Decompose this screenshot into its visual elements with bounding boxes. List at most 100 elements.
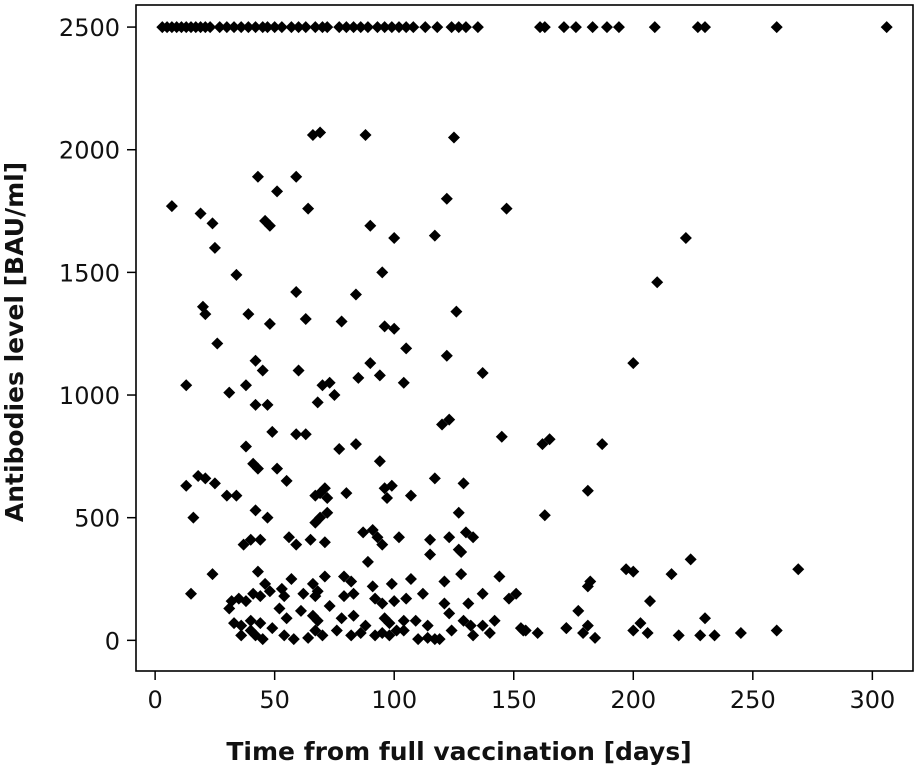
data-point xyxy=(627,565,640,578)
data-point xyxy=(407,21,420,34)
data-point xyxy=(323,376,336,389)
data-point xyxy=(299,21,312,34)
data-point xyxy=(531,626,544,639)
data-point xyxy=(412,633,425,646)
y-tick-label: 1000 xyxy=(59,382,120,410)
data-point xyxy=(596,438,609,451)
data-point xyxy=(378,320,391,333)
data-point xyxy=(228,21,241,34)
data-point xyxy=(237,538,250,551)
data-point xyxy=(424,533,437,546)
data-point xyxy=(330,624,343,637)
data-point xyxy=(699,612,712,625)
data-point xyxy=(361,555,374,568)
data-point xyxy=(431,21,444,34)
data-point xyxy=(211,337,224,350)
data-point xyxy=(256,364,269,377)
data-point xyxy=(443,607,456,620)
data-point xyxy=(648,21,661,34)
data-point xyxy=(581,619,594,632)
data-point xyxy=(440,349,453,362)
data-point xyxy=(440,192,453,205)
data-point xyxy=(251,565,264,578)
data-point xyxy=(249,398,262,411)
data-point xyxy=(483,626,496,639)
data-point xyxy=(206,568,219,581)
data-point xyxy=(381,492,394,505)
data-point xyxy=(323,599,336,612)
x-tick-label: 250 xyxy=(730,686,776,714)
data-point xyxy=(239,379,252,392)
data-point xyxy=(230,268,243,281)
data-point xyxy=(280,474,293,487)
data-point xyxy=(263,219,276,232)
data-point xyxy=(318,570,331,583)
data-point xyxy=(428,229,441,242)
y-axis-ticks: 0 500 1000 1500 2000 2500 xyxy=(59,14,136,655)
data-point xyxy=(447,131,460,144)
data-point xyxy=(290,428,303,441)
data-point xyxy=(467,629,480,642)
data-point xyxy=(428,472,441,485)
data-point xyxy=(180,479,193,492)
data-point xyxy=(321,21,334,34)
data-point xyxy=(345,575,358,588)
data-point xyxy=(471,21,484,34)
x-tick-label: 0 xyxy=(147,686,162,714)
data-point xyxy=(366,580,379,593)
data-point xyxy=(208,241,221,254)
data-point xyxy=(672,629,685,642)
data-point xyxy=(311,585,324,598)
data-point xyxy=(371,21,384,34)
data-point xyxy=(404,573,417,586)
data-point xyxy=(306,577,319,590)
data-point xyxy=(538,21,551,34)
data-point xyxy=(462,597,475,610)
data-point xyxy=(292,364,305,377)
data-point xyxy=(304,533,317,546)
data-point xyxy=(199,308,212,321)
data-point xyxy=(373,369,386,382)
data-point xyxy=(691,21,704,34)
data-point xyxy=(259,577,272,590)
data-point xyxy=(433,633,446,646)
data-point xyxy=(290,538,303,551)
data-point xyxy=(392,531,405,544)
data-point xyxy=(247,457,260,470)
data-point xyxy=(464,619,477,632)
data-point xyxy=(292,21,305,34)
data-point xyxy=(297,587,310,600)
data-point xyxy=(359,129,372,142)
data-point xyxy=(538,509,551,522)
data-point xyxy=(337,590,350,603)
data-point xyxy=(385,21,398,34)
data-point xyxy=(340,487,353,500)
y-tick-label: 2500 xyxy=(59,14,120,42)
data-point xyxy=(364,357,377,370)
data-point xyxy=(404,489,417,502)
data-point xyxy=(457,477,470,490)
data-point xyxy=(187,511,200,524)
data-point xyxy=(366,523,379,536)
data-point xyxy=(459,526,472,539)
data-point xyxy=(510,587,523,600)
data-point xyxy=(318,536,331,549)
data-point xyxy=(770,21,783,34)
data-point xyxy=(347,587,360,600)
data-point xyxy=(627,357,640,370)
data-point xyxy=(455,546,468,559)
data-point xyxy=(388,595,401,608)
data-point xyxy=(345,629,358,642)
data-point xyxy=(495,430,508,443)
data-point xyxy=(792,563,805,576)
data-point xyxy=(318,482,331,495)
data-points xyxy=(156,21,893,646)
data-point xyxy=(385,577,398,590)
data-point xyxy=(361,21,374,34)
data-point xyxy=(699,21,712,34)
data-point xyxy=(536,438,549,451)
data-point xyxy=(450,305,463,318)
y-tick-label: 2000 xyxy=(59,137,120,165)
data-point xyxy=(459,21,472,34)
